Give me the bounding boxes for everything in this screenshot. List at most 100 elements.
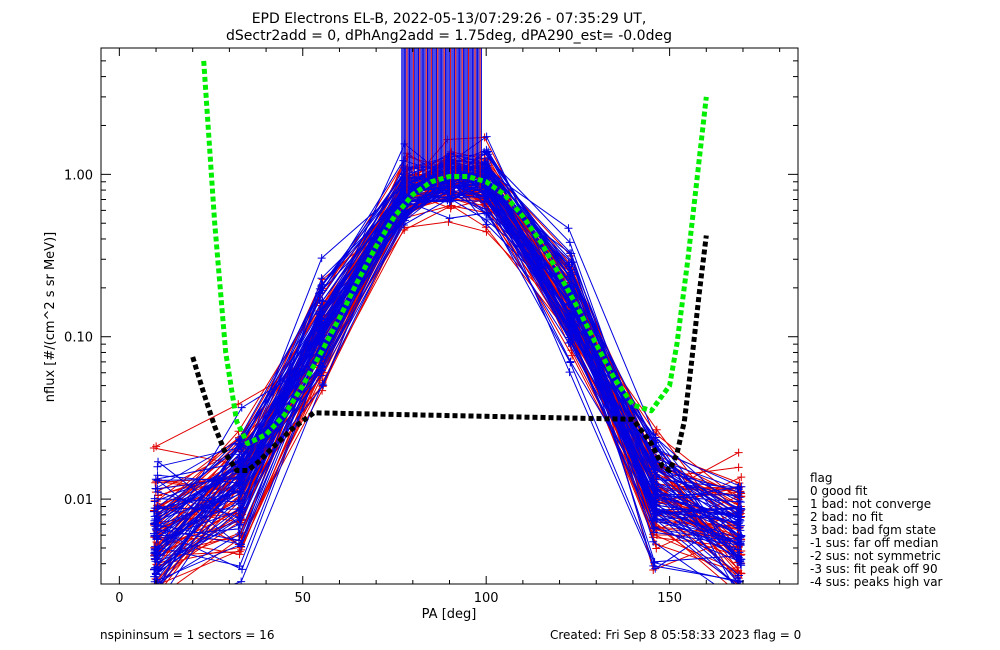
blue-data-point [481, 172, 490, 181]
blue-data-point [566, 358, 575, 367]
y-tick-label: 0.01 [64, 493, 93, 508]
red-data-point [734, 589, 742, 597]
footer-left: nspininsum = 1 sectors = 16 [100, 628, 274, 642]
blue-data-point [234, 513, 243, 522]
blue-data-point [316, 365, 325, 374]
blue-series-line [232, 175, 738, 584]
blue-data-point [649, 430, 658, 439]
blue-data-point [153, 504, 162, 513]
blue-data-point [234, 504, 243, 513]
blue-data-point [153, 585, 161, 593]
blue-data-point [567, 249, 576, 258]
red-data-point [403, 152, 412, 161]
blue-data-point [236, 540, 245, 549]
blue-data-point [153, 476, 162, 485]
red-data-point [734, 463, 743, 472]
blue-data-point [481, 204, 490, 213]
blue-data-point [154, 526, 163, 535]
blue-data-point [445, 214, 454, 223]
blue-data-point [737, 482, 746, 491]
blue-data-point [154, 565, 163, 574]
blue-data-point [150, 577, 159, 584]
x-tick-label: 150 [657, 591, 682, 606]
blue-data-point [482, 220, 491, 229]
blue-data-point [237, 403, 246, 412]
blue-data-point [566, 337, 575, 346]
blue-data-point [236, 514, 245, 523]
fit-curves-layer [190, 60, 709, 473]
blue-data-point [235, 487, 244, 496]
blue-data-point [652, 485, 661, 494]
blue-data-point [154, 605, 162, 613]
legend-entry: 3 bad: bad fgm state [810, 523, 936, 537]
blue-data-point [567, 321, 576, 330]
axis-layer: 0 50 100 150 0.01 0.10 1.00 [64, 47, 798, 606]
y-tick-label: 1.00 [64, 168, 93, 183]
blue-data-point [152, 575, 161, 584]
blue-data-point [735, 548, 744, 557]
chart-title-line1: EPD Electrons EL-B, 2022-05-13/07:29:26 … [252, 11, 647, 27]
blue-data-point [733, 574, 742, 583]
blue-data-point [564, 224, 573, 233]
x-axis-label: PA [deg] [422, 607, 477, 622]
blue-data-point [565, 238, 574, 247]
blue-data-point [735, 540, 744, 549]
blue-data-point [734, 577, 743, 584]
blue-data-point [565, 309, 574, 318]
legend-entries: 0 good fit 1 bad: not converge 2 bad: no… [810, 484, 943, 589]
blue-data-point [737, 599, 745, 607]
blue-data-point [318, 296, 327, 305]
blue-data-point [566, 328, 575, 337]
legend: flag 0 good fit 1 bad: not converge 2 ba… [810, 471, 943, 589]
blue-data-point [150, 520, 159, 529]
blue-data-point [234, 497, 243, 506]
red-data-point [737, 473, 746, 482]
blue-data-point [651, 464, 660, 473]
blue-data-point [565, 368, 574, 377]
blue-data-point [482, 132, 491, 141]
legend-entry: 1 bad: not converge [810, 497, 931, 511]
blue-data-point [236, 520, 245, 529]
blue-data-point [651, 500, 660, 509]
blue-data-point [151, 542, 160, 551]
legend-entry: -1 sus: far off median [810, 536, 938, 550]
blue-data-point [235, 562, 244, 571]
blue-data-point [315, 327, 324, 336]
blue-data-point [151, 589, 159, 597]
blue-data-point [152, 534, 161, 543]
blue-data-point [237, 577, 246, 584]
blue-data-point [651, 564, 660, 573]
blue-data-point [238, 443, 247, 452]
blue-data-point [235, 536, 244, 545]
x-tick-label: 50 [294, 591, 311, 606]
blue-data-point [235, 450, 244, 459]
red-data-point [734, 448, 743, 457]
blue-data-point [154, 457, 163, 466]
red-data-point [151, 594, 159, 602]
blue-data-point [564, 333, 573, 342]
blue-data-point [316, 315, 325, 324]
blue-data-point [150, 494, 159, 503]
blue-data-point [234, 525, 243, 534]
red-data-point [482, 227, 491, 236]
blue-data-point [151, 555, 160, 564]
blue-data-point [151, 475, 160, 484]
blue-data-point [153, 502, 162, 511]
blue-data-point [315, 284, 324, 293]
blue-data-point [317, 254, 326, 263]
blue-data-point [315, 332, 324, 341]
blue-data-point [482, 145, 491, 154]
blue-data-point [567, 265, 576, 274]
red-data-point [152, 589, 160, 597]
red-data-point [153, 594, 161, 602]
blue-data-point [735, 593, 743, 601]
blue-data-point [737, 561, 746, 570]
red-data-point [444, 217, 453, 226]
blue-data-point [650, 523, 659, 532]
legend-title: flag [810, 471, 833, 485]
blue-data-point [236, 475, 245, 484]
legend-entry: -4 sus: peaks high var [810, 575, 943, 589]
blue-data-point [649, 537, 658, 546]
blue-data-point [482, 161, 491, 170]
